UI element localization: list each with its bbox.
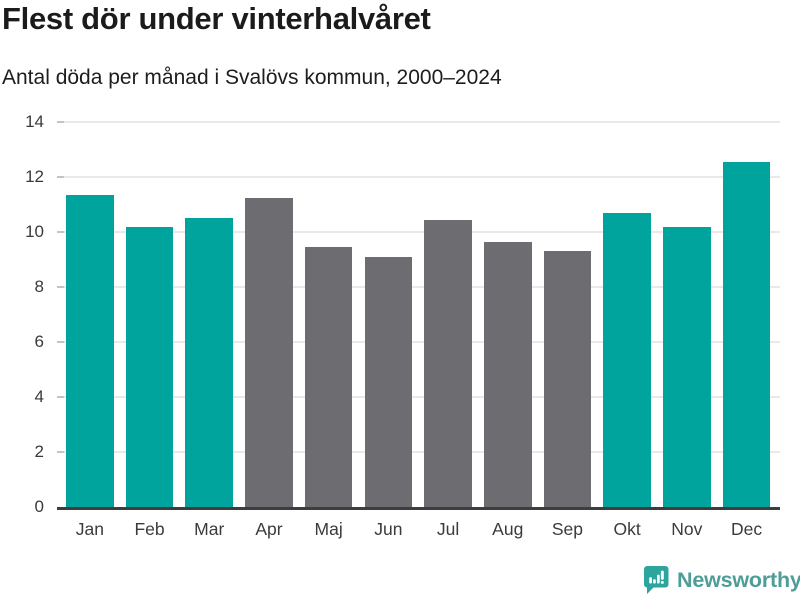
bar-sep	[543, 251, 592, 507]
newsworthy-logo: Newsworthy	[643, 564, 800, 596]
gridline-2	[57, 451, 780, 453]
x-axis-labels: Jan Feb Mar Apr Maj Jun Jul Aug Sep Okt Nov Dec	[57, 518, 780, 540]
newsworthy-speech-bubble-barchart-icon	[644, 565, 669, 594]
y-tick-4	[57, 396, 64, 398]
bar-feb	[125, 226, 174, 507]
x-axis-label-sep: Sep	[551, 519, 584, 539]
x-axis-label-feb: Feb	[134, 519, 165, 539]
newsworthy-wordmark: Newsworthy	[677, 567, 800, 592]
x-axis-label-jan: Jan	[75, 519, 104, 539]
bar-mar	[185, 218, 234, 507]
plot-area	[57, 121, 780, 510]
bar-aug	[483, 241, 532, 507]
gridline-12	[57, 176, 780, 178]
gridline-8	[57, 286, 780, 288]
gridline-10	[57, 231, 780, 233]
y-tick-2	[57, 451, 64, 453]
bar-nov	[663, 226, 711, 507]
x-axis-label-apr: Apr	[255, 519, 283, 539]
y-axis-label-12: 12	[25, 167, 44, 186]
chart-subtitle: Antal döda per månad i Svalövs kommun, 2…	[2, 66, 502, 89]
x-axis-label-mar: Mar	[194, 519, 225, 539]
gridline-6	[57, 341, 780, 343]
bar-dec	[722, 161, 771, 507]
y-tick-10	[57, 231, 64, 233]
bar-okt	[603, 212, 651, 507]
bar-apr	[245, 197, 293, 507]
y-axis-label-10: 10	[25, 222, 44, 241]
y-axis-label-2: 2	[34, 442, 44, 461]
bar-jan	[66, 194, 114, 507]
y-tick-12	[57, 176, 64, 178]
x-axis-label-maj: Maj	[314, 519, 343, 539]
y-tick-14	[57, 121, 64, 123]
x-axis-label-aug: Aug	[492, 519, 524, 539]
chart-title: Flest dör under vinterhalvåret	[2, 1, 431, 36]
gridline-4	[57, 396, 780, 398]
y-axis-labels: 0 2 4 6 8 10 12 14	[0, 112, 45, 516]
bar-jun	[364, 256, 413, 507]
y-axis-label-0: 0	[34, 497, 44, 516]
bar-jul	[424, 219, 472, 507]
x-axis-label-jun: Jun	[374, 519, 403, 539]
x-axis-label-jul: Jul	[436, 519, 460, 539]
y-axis-label-4: 4	[34, 387, 44, 406]
y-tick-8	[57, 286, 64, 288]
y-tick-6	[57, 341, 64, 343]
y-axis-label-6: 6	[34, 332, 44, 351]
y-axis-label-8: 8	[34, 277, 44, 296]
gridline-14	[57, 121, 780, 123]
x-axis-label-nov: Nov	[671, 519, 703, 539]
x-axis-label-dec: Dec	[730, 519, 763, 539]
x-axis-label-okt: Okt	[613, 519, 641, 539]
bar-maj	[304, 247, 353, 507]
y-axis-label-14: 14	[25, 112, 44, 131]
